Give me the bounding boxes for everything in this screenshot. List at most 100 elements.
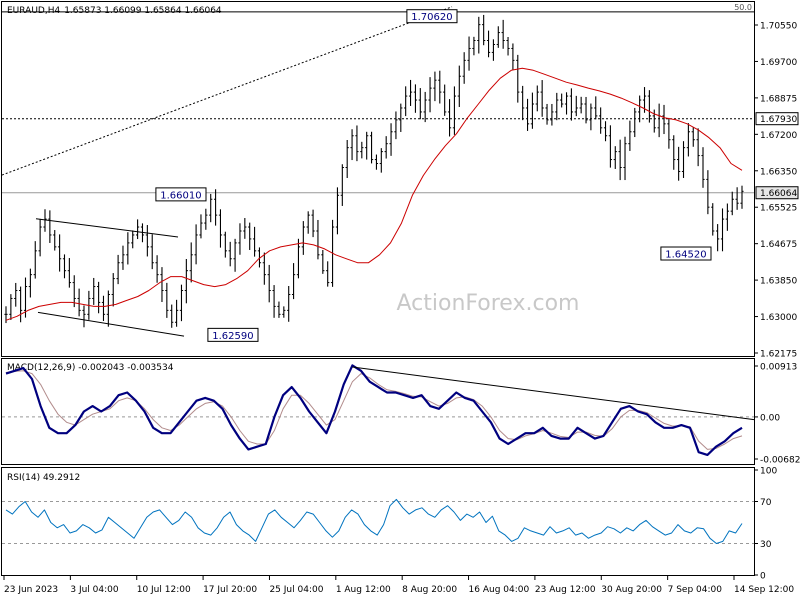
price-bar	[345, 140, 349, 179]
price-bar	[525, 98, 530, 131]
macd-axis-tick: -0.006823	[760, 456, 800, 466]
price-bar	[116, 254, 120, 285]
price-bar	[248, 222, 252, 250]
time-axis-label: 30 Aug 20:00	[601, 585, 662, 595]
price-bar	[311, 209, 315, 238]
price-bar	[599, 107, 603, 134]
price-bar	[33, 241, 37, 279]
price-bar	[316, 219, 320, 260]
price-bar	[686, 123, 690, 157]
time-axis-label: 8 Aug 20:00	[402, 585, 457, 595]
macd-axis-tick: 0.00	[760, 413, 780, 423]
price-bar	[491, 39, 496, 61]
price-bar	[545, 103, 549, 125]
price-bar	[223, 231, 227, 258]
price-bar	[252, 226, 257, 257]
price-bar	[189, 242, 193, 283]
price-bar	[433, 71, 437, 102]
label-swing-high-annotation: 1.66010	[155, 187, 207, 202]
rsi-axis-tick: 0	[760, 572, 766, 582]
price-bar	[560, 93, 564, 108]
price-bar	[399, 103, 403, 132]
price-bar	[603, 121, 608, 142]
price-bar	[443, 84, 447, 116]
price-bar	[28, 268, 32, 298]
rsi-axis-tick: 70	[760, 498, 772, 508]
fibonacci-dotted-line	[1, 6, 453, 176]
price-bar	[457, 65, 461, 108]
macd-signal-line	[5, 370, 743, 450]
symbol-name: EURAUD,H4	[7, 6, 60, 16]
price-bar	[272, 285, 276, 318]
price-bar	[633, 107, 637, 138]
price-bar	[155, 255, 159, 283]
price-axis-tick: 1.65525	[760, 204, 797, 214]
price-axis-tick: 1.62175	[760, 350, 797, 360]
price-bar	[126, 232, 130, 265]
price-bar	[97, 281, 101, 314]
price-bar	[408, 79, 413, 106]
label-swing-high-annotation-text: 1.66010	[160, 190, 201, 201]
price-bar	[740, 185, 744, 209]
price-bar	[106, 290, 110, 327]
price-bar	[369, 131, 374, 164]
price-bar	[14, 282, 18, 307]
price-bar	[584, 96, 588, 124]
rsi-axis-tick: 100	[760, 467, 777, 477]
price-bar	[267, 264, 271, 303]
label-high-annotation: 1.70620	[406, 9, 458, 23]
price-bar	[23, 277, 28, 318]
price-bar	[720, 208, 725, 252]
price-bar	[516, 54, 520, 103]
macd-line	[5, 364, 743, 456]
price-bar	[452, 86, 457, 135]
price-bar	[365, 131, 369, 160]
price-bar	[438, 70, 442, 104]
price-bar	[447, 99, 452, 137]
price-bar	[384, 136, 388, 159]
price-bar	[160, 267, 164, 303]
price-bar	[228, 241, 232, 267]
price-bar	[58, 234, 62, 272]
price-bar	[179, 284, 184, 322]
time-axis-label: 16 Aug 04:00	[469, 585, 530, 595]
price-bar	[111, 273, 115, 307]
price-bar	[257, 247, 262, 268]
price-bar	[233, 238, 237, 272]
price-bar	[706, 170, 710, 215]
price-bar	[467, 36, 471, 71]
price-bar	[67, 258, 71, 288]
moving-average-line	[5, 67, 743, 321]
price-bar	[594, 96, 598, 120]
macd-trendline	[352, 366, 755, 421]
price-axis-tick: 1.64675	[760, 240, 797, 250]
label-low-annotation: 1.64520	[660, 246, 712, 261]
fib-level-label: 50.0	[734, 3, 752, 12]
price-bar	[335, 187, 340, 235]
price-bar	[238, 223, 242, 255]
price-bar	[691, 127, 695, 147]
label-swing-low-annotation-text: 1.62590	[212, 331, 253, 342]
price-bar	[145, 225, 149, 257]
price-bar	[389, 123, 393, 156]
price-bar	[540, 80, 544, 117]
price-bar	[418, 88, 422, 120]
watermark: ActionForex.com	[397, 291, 580, 316]
price-axis-tick: 1.67200	[760, 131, 797, 141]
price-bar	[628, 120, 632, 151]
price-bar	[209, 193, 213, 223]
price-bar	[608, 125, 612, 168]
price-bar	[574, 95, 578, 117]
price-panel-frame	[1, 1, 755, 357]
price-bar	[579, 96, 583, 114]
price-axis-marker-box	[755, 186, 799, 200]
price-bar	[326, 261, 330, 287]
price-bar	[291, 263, 296, 300]
price-bar	[38, 218, 42, 257]
price-bar	[101, 295, 106, 321]
price-bar	[282, 306, 286, 318]
label-swing-low-annotation-box	[207, 327, 259, 342]
price-bar	[496, 26, 500, 48]
price-bar	[296, 238, 301, 279]
